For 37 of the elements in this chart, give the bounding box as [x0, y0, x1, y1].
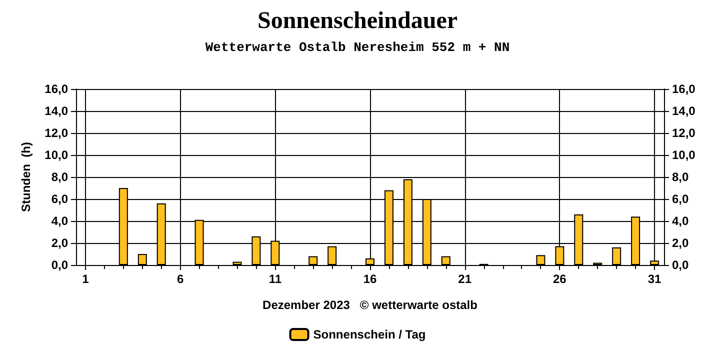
chart-subtitle: Wetterwarte Ostalb Neresheim 552 m + NN — [205, 40, 510, 55]
x-tick-label: 26 — [553, 272, 567, 286]
x-tick-label: 21 — [458, 272, 472, 286]
y2-tick-label: 0,0 — [672, 258, 690, 272]
bar — [308, 256, 318, 265]
legend-label: Sonnenschein / Tag — [313, 328, 426, 342]
bar — [328, 246, 337, 265]
y2-tick-label: 16,0 — [672, 82, 696, 96]
y-tick-label: 0,0 — [51, 258, 68, 272]
bar — [138, 254, 147, 265]
y-tick-label: 16,0 — [44, 82, 68, 96]
y2-tick-label: 2,0 — [672, 236, 690, 250]
x-tick-label: 31 — [648, 272, 662, 286]
y2-tick-label: 12,0 — [672, 126, 696, 140]
x-tick-label: 16 — [363, 272, 377, 286]
y-tick-label: 6,0 — [51, 192, 68, 206]
x-tick-label: 6 — [176, 272, 184, 286]
y-axis-title: Stunden (h) — [19, 142, 33, 212]
bar — [536, 255, 546, 265]
y-tick-label: 14,0 — [44, 104, 68, 118]
y2-tick-label: 14,0 — [672, 104, 696, 118]
x-axis-title: Dezember 2023 © wetterwarte ostalb — [262, 298, 478, 312]
y2-tick-label: 4,0 — [672, 214, 690, 228]
x-tick-label: 1 — [82, 272, 90, 286]
chart-title: Sonnenscheindauer — [257, 8, 458, 34]
y2-tick-label: 8,0 — [672, 170, 690, 184]
bar — [232, 262, 242, 265]
y2-tick-label: 10,0 — [672, 148, 696, 162]
y-tick-label: 12,0 — [44, 126, 68, 140]
x-tick-label: 11 — [268, 272, 282, 286]
bar — [612, 247, 622, 265]
y-tick-label: 8,0 — [51, 170, 68, 184]
y-tick-label: 4,0 — [51, 214, 68, 228]
y-tick-label: 2,0 — [51, 236, 68, 250]
bar — [441, 256, 450, 265]
y-tick-label: 10,0 — [44, 148, 68, 162]
y2-tick-label: 6,0 — [672, 192, 690, 206]
